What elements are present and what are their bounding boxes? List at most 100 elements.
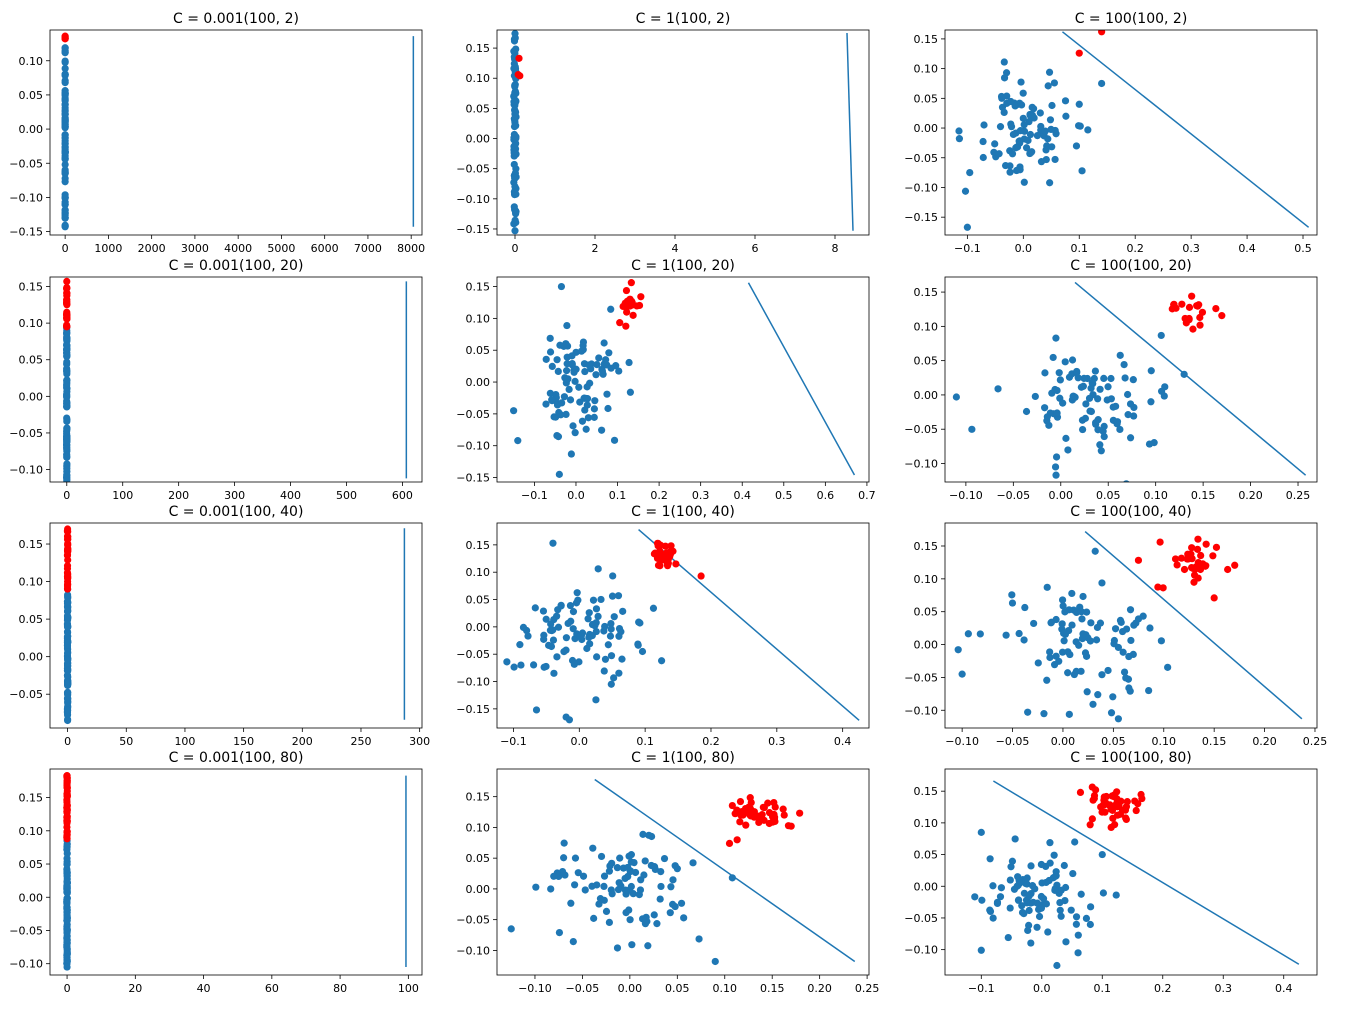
blue-point (594, 565, 602, 573)
blue-point (61, 110, 69, 118)
red-point (1194, 302, 1202, 310)
blue-point (511, 174, 519, 182)
x-tick-label: 150 (233, 735, 254, 748)
x-tick-label: 0 (64, 982, 71, 995)
blue-point (1028, 103, 1036, 111)
blue-point (1058, 620, 1066, 628)
red-point (1115, 802, 1123, 810)
blue-point (1056, 376, 1064, 384)
red-point (665, 550, 674, 558)
blue-point (569, 938, 577, 946)
red-point (1197, 551, 1205, 560)
blue-point (1124, 390, 1132, 399)
blue-point (711, 957, 719, 966)
blue-point (507, 925, 515, 933)
y-tick-label: −0.10 (456, 676, 490, 689)
blue-point (64, 680, 72, 688)
x-tick-label: 0.25 (855, 982, 880, 995)
red-point (1185, 314, 1193, 323)
red-point (1193, 545, 1202, 553)
plot-area (63, 277, 408, 482)
x-tick-label: 4 (672, 242, 679, 255)
blue-point (590, 914, 598, 922)
red-point (63, 289, 71, 297)
blue-point (624, 863, 632, 872)
blue-point (613, 944, 622, 952)
blue-point (1022, 407, 1031, 416)
blue-point (1041, 404, 1049, 412)
plot-frame (49, 276, 423, 483)
blue-point (600, 882, 608, 891)
x-tick-label: 0 (64, 735, 71, 748)
x-tick-label: 0 (63, 489, 70, 502)
red-point (1188, 544, 1196, 552)
x-tick-label: 2000 (138, 242, 166, 255)
blue-point (553, 356, 561, 364)
blue-point (979, 137, 987, 146)
blue-point (1084, 126, 1092, 134)
y-tick-label: 0.05 (914, 355, 939, 368)
blue-point (1047, 125, 1055, 134)
red-point (796, 809, 804, 817)
y-tick-label: 0.15 (466, 539, 491, 552)
y-tick-label: 0.15 (19, 792, 44, 805)
blue-point (565, 716, 574, 724)
blue-point (63, 344, 71, 352)
blue-point (1006, 162, 1014, 170)
blue-point (1026, 130, 1035, 139)
blue-point (61, 214, 69, 222)
blue-point (550, 872, 558, 880)
blue-point (628, 941, 636, 949)
red-point (63, 323, 71, 331)
x-tick-label: 200 (292, 735, 313, 748)
blue-point (1015, 629, 1023, 638)
red-point (1224, 565, 1232, 574)
blue-point (1006, 904, 1014, 912)
blue-point (604, 641, 612, 649)
blue-point (1087, 407, 1096, 416)
red-point (63, 784, 71, 792)
y-tick-label: −0.10 (904, 704, 938, 717)
blue-point (1130, 412, 1138, 420)
blue-point (1009, 130, 1017, 139)
plot-frame (944, 768, 1318, 976)
blue-point (961, 187, 970, 195)
x-tick-label: −0.05 (566, 982, 600, 995)
blue-point (1020, 636, 1028, 644)
plot-frame (49, 768, 423, 976)
blue-point (512, 218, 520, 227)
blue-point (550, 669, 558, 677)
red-point (637, 293, 645, 301)
blue-point (615, 669, 623, 677)
blue-point (1078, 167, 1086, 175)
red-point (1098, 808, 1106, 816)
blue-point (63, 953, 71, 961)
x-tick-label: 0.3 (1214, 982, 1232, 995)
blue-point (1045, 68, 1054, 76)
blue-point (64, 716, 72, 725)
blue-point (548, 396, 556, 404)
blue-point (964, 630, 972, 638)
blue-point (510, 160, 518, 169)
x-tick-label: 0.0 (571, 735, 589, 748)
blue-point (1006, 876, 1014, 884)
blue-point (510, 142, 518, 150)
red-point (1180, 565, 1189, 574)
blue-point (600, 896, 608, 904)
blue-point (1046, 648, 1054, 656)
red-point (1184, 550, 1192, 558)
blue-point (625, 852, 633, 860)
blue-point (1058, 648, 1067, 656)
blue-point (1041, 369, 1049, 377)
blue-point (625, 358, 633, 367)
blue-point (1028, 111, 1036, 119)
y-tick-label: 0.10 (914, 63, 939, 76)
y-tick-label: 0.10 (914, 817, 939, 830)
blue-point (1161, 383, 1169, 391)
x-tick-label: 80 (333, 982, 347, 995)
red-point (1098, 30, 1106, 36)
blue-point (1048, 143, 1056, 151)
blue-point (1125, 652, 1133, 661)
red-point (1168, 305, 1176, 313)
blue-point (1043, 583, 1051, 591)
